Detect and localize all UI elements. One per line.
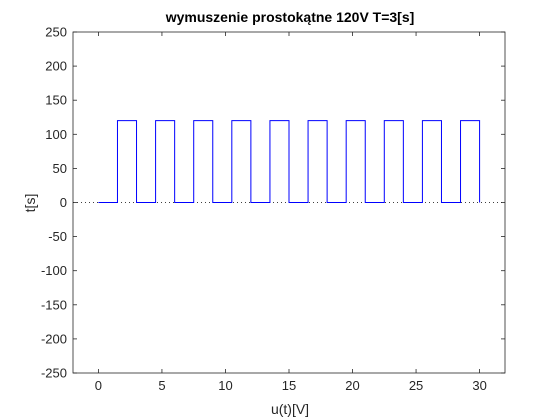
y-tick-label: 250 bbox=[45, 25, 67, 40]
x-tick-label: 0 bbox=[95, 378, 102, 393]
y-tick-label: -250 bbox=[41, 366, 67, 381]
x-tick-label: 30 bbox=[472, 378, 486, 393]
y-tick-label: -150 bbox=[41, 297, 67, 312]
y-axis-label: t[s] bbox=[22, 194, 38, 213]
x-tick-label: 5 bbox=[158, 378, 165, 393]
y-tick-label: -50 bbox=[48, 229, 67, 244]
y-tick-label: 150 bbox=[45, 93, 67, 108]
y-tick-label: 0 bbox=[60, 195, 67, 210]
y-tick-label: 200 bbox=[45, 59, 67, 74]
x-tick-label: 20 bbox=[345, 378, 359, 393]
plot-area: 0 5 10 15 20 25 30 -250 -200 -150 -100 -50 0 50 100 150… bbox=[41, 25, 506, 393]
y-tick-label: -200 bbox=[41, 331, 67, 346]
series-line bbox=[98, 120, 481, 203]
x-tick-label: 15 bbox=[282, 378, 296, 393]
chart-title: wymuszenie prostokątne 120V T=3[s] bbox=[165, 9, 415, 25]
x-tick-label: 10 bbox=[218, 378, 232, 393]
y-tick-label: 50 bbox=[53, 161, 67, 176]
y-tick-label: -100 bbox=[41, 263, 67, 278]
x-tick-label: 25 bbox=[409, 378, 423, 393]
x-axis-label: u(t)[V] bbox=[271, 401, 309, 417]
y-tick-label: 100 bbox=[45, 127, 67, 142]
